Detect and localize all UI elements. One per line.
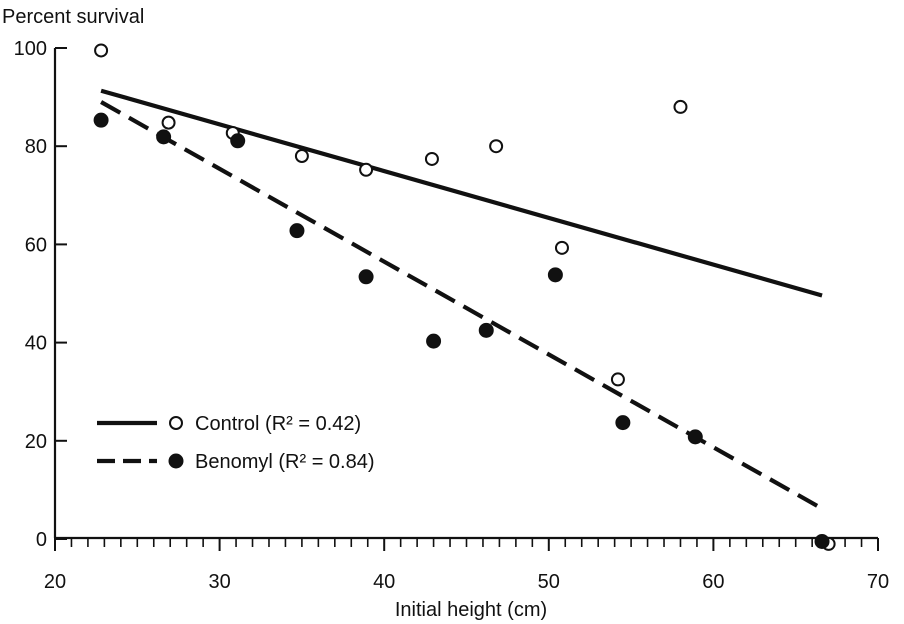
x-tick-label: 60 [702, 571, 724, 593]
benomyl-point [426, 333, 442, 349]
axes: 0 20 40 60 80 100 20 30 40 50 60 70 [14, 38, 890, 593]
legend-entry-label: Benomyl (R² = 0.84) [195, 451, 375, 473]
legend: Control (R² = 0.42) Benomyl (R² = 0.84) [97, 413, 375, 473]
data-points [93, 43, 836, 551]
x-axis-label: Initial height (cm) [395, 599, 547, 621]
fit-line-benomyl [100, 100, 824, 511]
benomyl-point [687, 429, 703, 445]
x-tick-label: 30 [208, 571, 230, 593]
x-tick-label: 50 [538, 571, 560, 593]
benomyl-point [289, 223, 305, 239]
y-tick-label: 40 [25, 333, 47, 355]
benomyl-point [615, 415, 631, 431]
benomyl-point [93, 112, 109, 128]
y-tick-label: 0 [36, 529, 47, 551]
legend-marker [169, 416, 183, 430]
y-axis-label: Percent survival [2, 6, 145, 28]
control-point [294, 149, 309, 164]
control-point [94, 43, 109, 58]
y-tick-label: 100 [14, 38, 47, 60]
x-tick-label: 40 [373, 571, 395, 593]
fit-line-control [100, 88, 823, 298]
fit-lines [100, 88, 824, 511]
y-tick-label: 60 [25, 234, 47, 256]
benomyl-point [814, 533, 830, 549]
control-point [673, 99, 688, 114]
benomyl-point [547, 267, 563, 283]
control-point [161, 115, 176, 130]
x-tick-label: 70 [867, 571, 889, 593]
legend-marker [168, 453, 184, 469]
y-tick-label: 20 [25, 431, 47, 453]
control-point [424, 151, 439, 166]
benomyl-point [230, 133, 246, 149]
y-tick-label: 80 [25, 136, 47, 158]
control-point [489, 139, 504, 154]
legend-entry-label: Control (R² = 0.42) [195, 413, 361, 435]
control-point [610, 372, 625, 387]
benomyl-point [478, 322, 494, 338]
benomyl-point [358, 269, 374, 285]
control-point [554, 240, 569, 255]
control-point [359, 162, 374, 177]
x-tick-label: 20 [44, 571, 66, 593]
benomyl-point [156, 129, 172, 145]
